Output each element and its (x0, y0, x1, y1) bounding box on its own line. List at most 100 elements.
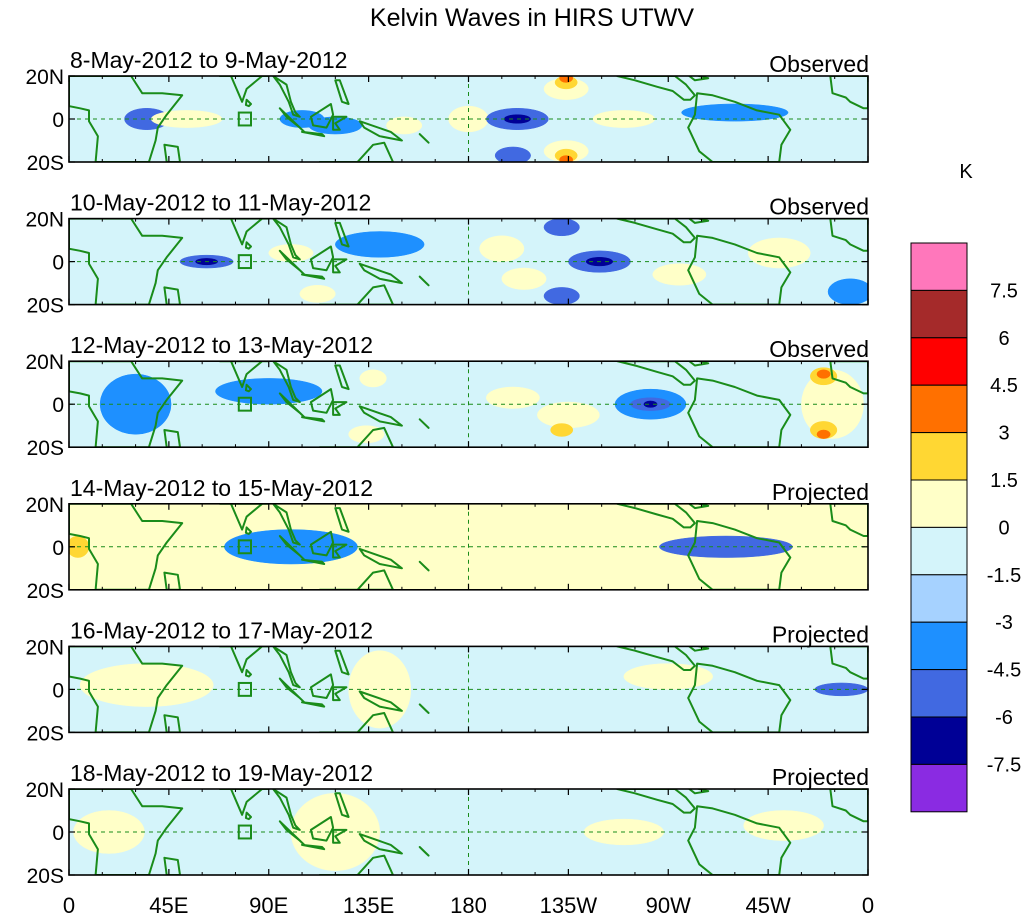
anomaly-blob (359, 369, 387, 388)
anomaly-blob (299, 285, 336, 303)
coastline (163, 286, 181, 305)
y-tick-label: 20S (27, 437, 64, 460)
coastline (218, 76, 270, 103)
coastline (687, 662, 792, 733)
y-tick-label: 0 (52, 252, 64, 275)
coastline (687, 646, 710, 652)
x-tick-label: 0 (63, 893, 75, 918)
coastline (301, 558, 326, 565)
coastline (318, 854, 394, 875)
y-tick-label: 0 (52, 394, 64, 417)
panel-status: Projected (772, 479, 869, 505)
map-panel-6: 20N 0 20S 18-May-2012 to 19-May-2012 Project… (25, 760, 869, 888)
coastline (616, 218, 696, 244)
coastline (334, 364, 350, 391)
coastline (332, 543, 348, 559)
coastline (334, 649, 350, 676)
y-tick-label: 0 (52, 822, 64, 845)
colorbar-label: -7.5 (987, 754, 1021, 776)
anomaly-blob (150, 110, 223, 128)
x-tick-label: 135W (540, 893, 598, 918)
x-axis: 0 45E 90E 135E 180 135W 90W 45W 0 (63, 893, 874, 918)
coastline (418, 560, 430, 572)
map-panel-5: 20N 0 20S 16-May-2012 to 17-May-2012 Project… (25, 617, 869, 745)
coastline (244, 811, 252, 821)
coastline (687, 377, 792, 448)
y-tick-label: 20S (27, 295, 64, 318)
coastline (332, 115, 348, 131)
y-tick-label: 20N (25, 209, 64, 232)
map-panel-1: 20N 0 20S 8-May-2012 to 9-May-2012 Observed (25, 47, 869, 175)
coastline (244, 98, 252, 108)
coastline (309, 388, 335, 414)
y-tick-label: 20S (27, 722, 64, 745)
panel-status: Observed (769, 194, 869, 220)
coastline (318, 141, 394, 162)
anomaly-blob (827, 278, 868, 305)
coastline (687, 234, 792, 305)
coastline (69, 76, 184, 162)
coastline (244, 526, 252, 535)
coastline (218, 646, 270, 674)
colorbar-swatch (910, 337, 968, 386)
y-tick-label: 20N (25, 494, 64, 517)
colorbar-label: -3 (995, 612, 1013, 634)
x-tick-label: 45E (149, 893, 188, 918)
coastline (244, 241, 252, 250)
anomaly-blob (543, 218, 580, 237)
colorbar-label: -6 (995, 707, 1013, 729)
y-tick-label: 20N (25, 779, 64, 802)
y-tick-label: 20S (27, 865, 64, 888)
colorbar-swatch (910, 574, 968, 623)
coastlines (69, 76, 868, 162)
coastline (301, 416, 326, 423)
panel-date-range: 16-May-2012 to 17-May-2012 (70, 617, 373, 643)
coastline (278, 535, 306, 561)
coastline (272, 503, 301, 546)
colorbar-label: 0 (998, 517, 1009, 539)
x-tick-label: 135E (343, 893, 394, 918)
coastline (301, 130, 326, 138)
coastline (687, 218, 710, 224)
coastline (278, 249, 306, 276)
colorbar-label: -4.5 (987, 660, 1021, 682)
map-panel-4: 20N 0 20S 14-May-2012 to 15-May-2012 Project… (25, 475, 869, 603)
y-tick-label: 0 (52, 109, 64, 132)
coastline (616, 503, 696, 529)
coastlines (69, 789, 868, 875)
coastline (829, 218, 868, 252)
coastline (334, 221, 350, 248)
colorbar-swatch (910, 289, 968, 339)
coastline (332, 401, 348, 416)
coastline (272, 361, 301, 404)
coastline (687, 789, 710, 795)
anomaly-blob (386, 116, 423, 135)
panel-date-range: 8-May-2012 to 9-May-2012 (70, 47, 347, 73)
coastline (334, 792, 350, 818)
coastline (309, 530, 335, 557)
coastline (301, 843, 326, 851)
coastline (318, 712, 394, 733)
y-tick-label: 20S (27, 580, 64, 603)
coastline (69, 503, 184, 590)
coastline (272, 218, 301, 261)
colorbar-swatch (910, 669, 968, 718)
x-tick-label: 90W (646, 893, 691, 918)
coastlines (69, 503, 868, 590)
anomaly-blob (550, 423, 574, 437)
coastline (272, 76, 301, 118)
coastline (69, 646, 184, 733)
anomaly-blob (543, 287, 580, 305)
coastline (418, 846, 430, 857)
colorbar-swatch (910, 432, 968, 481)
coastline (687, 92, 792, 162)
coastline (334, 507, 350, 533)
anomaly-blob (623, 663, 713, 690)
anomaly-blob (743, 810, 824, 841)
coastline (418, 418, 430, 429)
coastline (218, 361, 270, 388)
coastline (318, 284, 394, 305)
coastline (418, 133, 430, 144)
